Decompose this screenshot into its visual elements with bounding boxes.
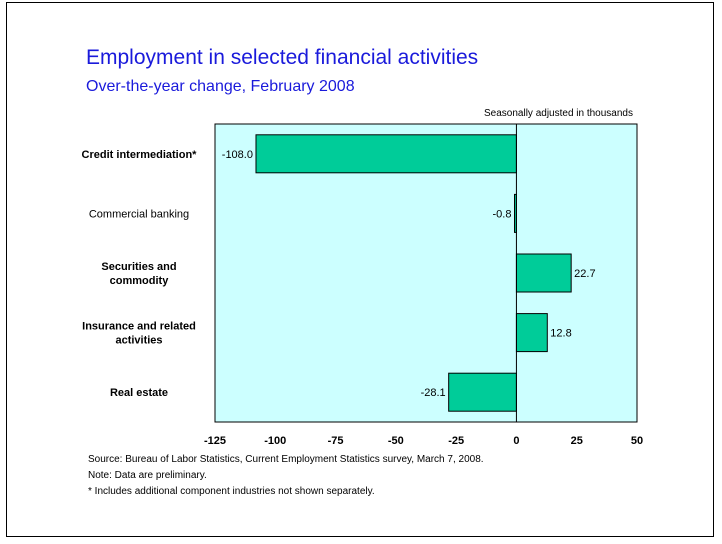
- x-tick-label: 50: [631, 435, 643, 447]
- category-label: Credit intermediation*: [82, 149, 198, 161]
- category-label: Securities and: [101, 261, 176, 273]
- preliminary-note: Note: Data are preliminary.: [88, 470, 207, 481]
- category-label: Insurance and related: [82, 321, 196, 333]
- x-tick-label: -50: [388, 435, 404, 447]
- bar: [515, 313, 548, 353]
- units-note: Seasonally adjusted in thousands: [484, 108, 633, 119]
- x-tick-label: -25: [448, 435, 464, 447]
- source-note: Source: Bureau of Labor Statistics, Curr…: [88, 454, 484, 465]
- x-tick-label: -125: [204, 435, 226, 447]
- bar: [515, 253, 572, 293]
- x-tick-label: -75: [328, 435, 344, 447]
- x-tick-label: -100: [264, 435, 286, 447]
- chart-title: Employment in selected financial activit…: [86, 46, 479, 69]
- category-label: activities: [115, 335, 162, 347]
- x-tick-label: 0: [513, 435, 519, 447]
- category-label: commodity: [110, 275, 170, 287]
- bar: [448, 372, 517, 412]
- data-label: 12.8: [550, 328, 571, 340]
- bar: [255, 134, 517, 174]
- data-label: 22.7: [574, 268, 595, 280]
- chart-subtitle: Over-the-year change, February 2008: [86, 78, 355, 95]
- data-label: -28.1: [421, 387, 446, 399]
- asterisk-note: * Includes additional component industri…: [88, 486, 375, 497]
- category-label: Real estate: [110, 387, 168, 399]
- category-label: Commercial banking: [89, 208, 189, 220]
- data-label: -0.8: [493, 208, 512, 220]
- x-tick-label: 25: [571, 435, 583, 447]
- data-label: -108.0: [222, 149, 253, 161]
